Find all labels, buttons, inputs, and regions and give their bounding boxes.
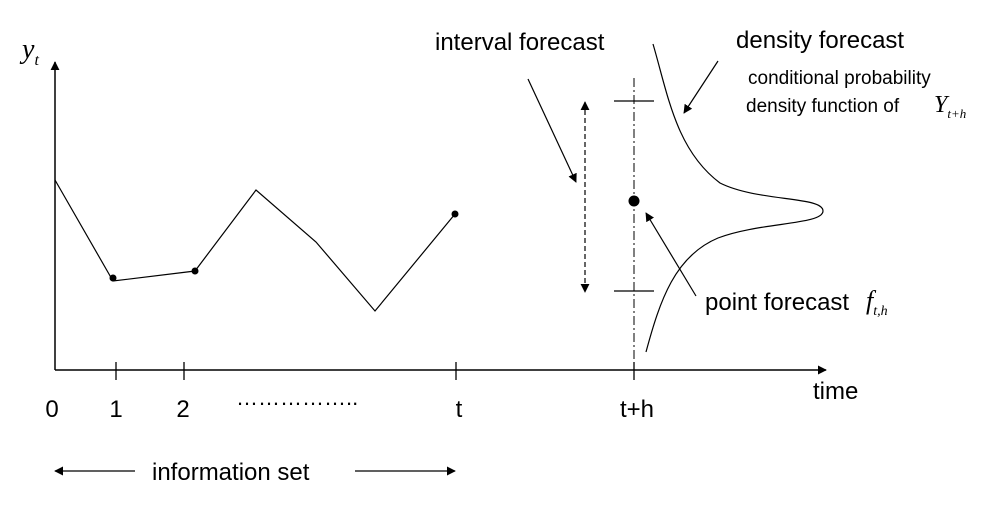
y-axis-label: yt [19, 34, 39, 69]
data-point-t [451, 210, 459, 218]
density-description-line-2: density function of [746, 96, 900, 117]
interval-forecast-label: interval forecast [435, 29, 605, 56]
ellipsis: …………….. [236, 385, 358, 410]
interval-forecast-pointer [527, 78, 577, 183]
tick-label-2: 2 [176, 396, 189, 423]
point-forecast-pointer [645, 212, 697, 297]
density-curve [645, 43, 824, 353]
tick-label-t-plus-h: t+h [620, 396, 654, 423]
data-point-2 [191, 267, 199, 275]
density-description-line-1: conditional probability [748, 68, 931, 89]
point-forecast-dot [628, 195, 640, 207]
tick-label-t: t [456, 396, 463, 423]
time-series-line [54, 179, 456, 312]
point-forecast-variable: ft,h [866, 286, 888, 319]
density-forecast-label: density forecast [736, 27, 904, 54]
density-variable: Yt+h [934, 92, 966, 121]
tick-label-1: 1 [109, 396, 122, 423]
point-forecast-label: point forecast [705, 289, 849, 316]
tick-label-0: 0 [45, 396, 58, 423]
density-forecast-pointer [683, 60, 719, 114]
data-point-1 [109, 274, 117, 282]
information-set-label: information set [152, 459, 310, 486]
x-axis-label: time [813, 378, 858, 405]
